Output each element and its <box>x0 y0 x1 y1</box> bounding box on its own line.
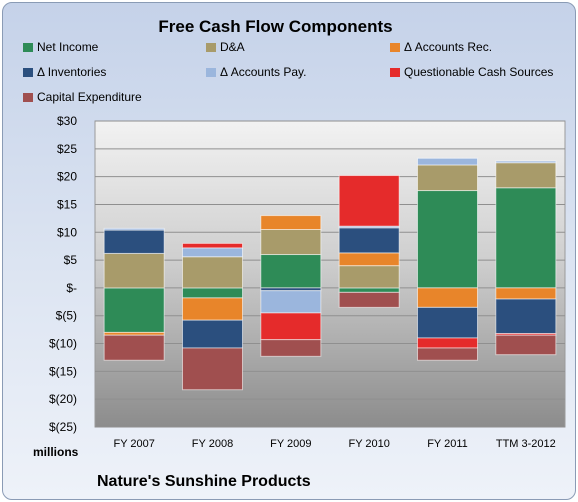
plot-area: $30 $25 $20 $15 $10 $5 $- $(5) $(10) $(15) $(20) $(… <box>49 114 566 450</box>
bar-segment <box>103 287 165 333</box>
bar-segment <box>260 254 322 289</box>
bar-segment <box>260 339 322 357</box>
bar-segment <box>417 347 478 361</box>
bar-segment <box>417 190 478 289</box>
bar-segment <box>182 242 243 249</box>
bar-segment <box>417 337 478 349</box>
y-tick-label: $(25) <box>49 420 77 434</box>
bar-segment <box>182 287 243 299</box>
y-tick-label: $30 <box>57 114 77 128</box>
bar-segment <box>417 306 478 339</box>
company-label: Nature's Sunshine Products <box>97 473 311 490</box>
bar-segment <box>182 319 243 349</box>
x-tick-label: TTM 3-2012 <box>496 438 556 450</box>
legend-label: Δ Accounts Pay. <box>220 65 307 79</box>
bar-segment <box>260 228 322 256</box>
y-tick-label: $5 <box>64 253 78 267</box>
bar-segment <box>417 164 478 192</box>
y-tick-label: $(15) <box>49 364 77 378</box>
legend-item: Δ Inventories <box>23 65 106 79</box>
bar-segment <box>338 291 400 308</box>
bar-segment <box>182 256 243 289</box>
legend-item: Capital Expenditure <box>23 90 142 104</box>
bar-segment <box>103 229 165 254</box>
legend-item: Questionable Cash Sources <box>390 65 553 79</box>
bar-segment <box>338 252 400 267</box>
bar-segment <box>182 347 243 391</box>
legend-swatch <box>390 42 400 52</box>
legend-swatch <box>206 42 216 52</box>
legend-item: Δ Accounts Pay. <box>206 65 307 79</box>
bar-segment <box>182 297 243 321</box>
x-tick-label: FY 2008 <box>192 438 233 450</box>
bar-segment <box>338 265 400 289</box>
legend-swatch <box>206 67 216 77</box>
legend-swatch <box>23 67 33 77</box>
legend-label: Questionable Cash Sources <box>404 65 554 79</box>
bar-segment <box>338 175 400 227</box>
bar-segment <box>495 287 557 300</box>
legend-item: Net Income <box>23 40 98 54</box>
legend-item: D&A <box>206 40 245 54</box>
bar-segment <box>260 290 322 314</box>
y-tick-label: $10 <box>57 225 77 239</box>
y-tick-label: $(20) <box>49 392 77 406</box>
x-tick-label: FY 2009 <box>270 438 311 450</box>
units-label: millions <box>33 445 79 459</box>
legend-swatch <box>23 42 33 52</box>
legend-label: Δ Inventories <box>37 65 107 79</box>
plot-background <box>94 120 566 428</box>
y-tick-label: $25 <box>57 142 77 156</box>
legend-item: Δ Accounts Rec. <box>390 40 492 54</box>
bar-segment <box>103 227 165 231</box>
legend-label: Net Income <box>37 40 99 54</box>
bar-segment <box>495 162 557 189</box>
bar-segment <box>338 227 400 254</box>
bar-segment <box>417 287 478 308</box>
bar-segment <box>338 287 400 293</box>
y-tick-label: $20 <box>57 170 77 184</box>
bar-segment <box>495 160 557 164</box>
legend-swatch <box>23 92 33 102</box>
bar-segment <box>495 334 557 356</box>
y-tick-label: $(10) <box>49 337 77 351</box>
legend-label: Capital Expenditure <box>37 90 142 104</box>
legend-swatch <box>390 67 400 77</box>
bar-segment <box>103 334 165 361</box>
legend-label: D&A <box>220 40 245 54</box>
bar-segment <box>495 298 557 335</box>
legend-label: Δ Accounts Rec. <box>404 40 493 54</box>
y-tick-label: $- <box>66 281 77 295</box>
bar-segment <box>103 252 165 289</box>
chart-title: Free Cash Flow Components <box>158 17 393 36</box>
x-tick-label: FY 2010 <box>348 438 389 450</box>
bar-segment <box>495 187 557 289</box>
y-tick-label: $15 <box>57 197 77 211</box>
x-tick-label: FY 2011 <box>427 438 468 450</box>
bar-segment <box>260 215 322 230</box>
x-tick-label: FY 2007 <box>113 438 154 450</box>
bar-segment <box>182 247 243 258</box>
y-tick-label: $(5) <box>56 309 77 323</box>
bar-segment <box>417 157 478 166</box>
bar-segment <box>260 312 322 341</box>
